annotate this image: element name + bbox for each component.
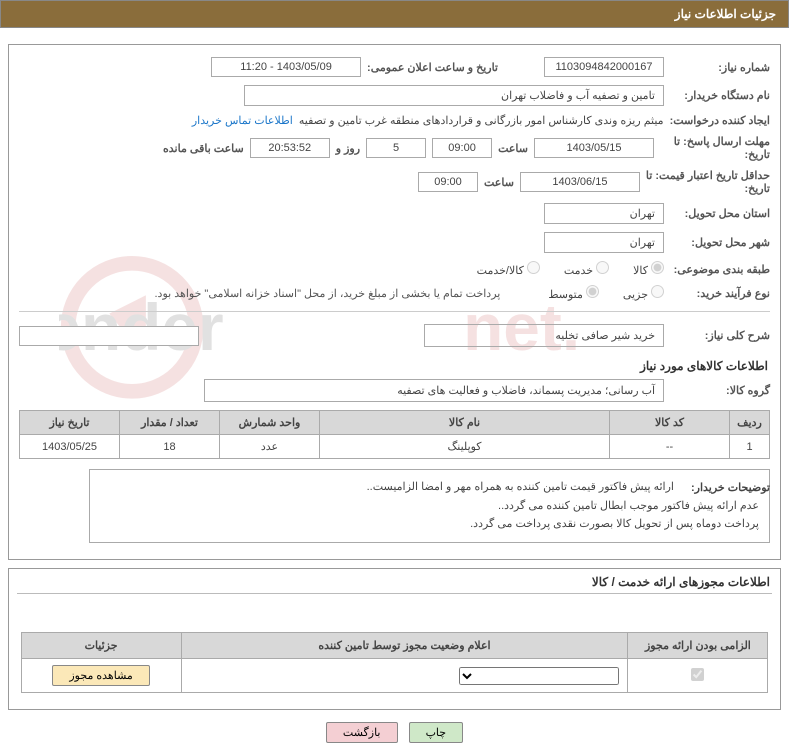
grid-header-row: ردیف کد کالا نام کالا واحد شمارش تعداد /… (20, 411, 770, 435)
page-title: جزئیات اطلاعات نیاز (675, 7, 776, 21)
row-requester: ایجاد کننده درخواست: میثم ریزه وندی کارش… (19, 114, 770, 127)
perm-mandatory-cell (628, 659, 768, 693)
permissions-table: الزامی بودن ارائه مجوز اعلام وضعیت مجوز … (21, 632, 769, 693)
classification-label: طبقه بندی موضوعی: (670, 263, 770, 276)
buyer-desc-line: پرداخت دوماه پس از تحویل کالا بصورت نقدی… (100, 515, 759, 534)
announce-datetime-label: تاریخ و ساعت اعلان عمومی: (367, 61, 498, 74)
col-unit: واحد شمارش (220, 411, 320, 435)
grid-row: 1 -- کوپلینگ عدد 18 1403/05/25 (20, 435, 770, 459)
radio-minor-input[interactable] (651, 285, 664, 298)
cell-unit: عدد (220, 435, 320, 459)
city-label: شهر محل تحویل: (670, 236, 770, 249)
validity-date-value: 1403/06/15 (520, 172, 640, 192)
city-value: تهران (544, 232, 664, 253)
cell-qty: 18 (120, 435, 220, 459)
requester-label: ایجاد کننده درخواست: (670, 114, 770, 127)
radio-minor[interactable]: جزیی (623, 285, 664, 301)
print-button[interactable]: چاپ (409, 722, 464, 743)
radio-medium-input[interactable] (586, 285, 599, 298)
perm-col-details: جزئیات (21, 633, 181, 659)
row-summary: شرح کلی نیاز: خرید شیر صافی تخلیه (19, 324, 770, 347)
row-province: استان محل تحویل: تهران (19, 203, 770, 224)
cell-code: -- (610, 435, 730, 459)
goods-group-text: آب رسانی؛ مدیریت پسماند، فاضلاب و فعالیت… (204, 379, 664, 402)
radio-kala[interactable]: کالا (633, 261, 664, 277)
announce-datetime-value: 1403/05/09 - 11:20 (211, 57, 361, 77)
summary-extra-box (19, 326, 199, 346)
buyer-contact-link[interactable]: اطلاعات تماس خریدار (192, 114, 293, 127)
page-header: جزئیات اطلاعات نیاز (0, 0, 789, 28)
goods-group-label: گروه کالا: (670, 384, 770, 397)
col-date: تاریخ نیاز (20, 411, 120, 435)
summary-text: خرید شیر صافی تخلیه (424, 324, 664, 347)
validity-label: حداقل تاریخ اعتبار قیمت: تا تاریخ: (646, 169, 770, 195)
time-label-1: ساعت (498, 142, 528, 155)
col-qty: تعداد / مقدار (120, 411, 220, 435)
cell-date: 1403/05/25 (20, 435, 120, 459)
perm-status-cell (181, 659, 628, 693)
status-select[interactable] (459, 667, 619, 685)
radio-kala-input[interactable] (651, 261, 664, 274)
row-goods-group: گروه کالا: آب رسانی؛ مدیریت پسماند، فاضل… (19, 379, 770, 402)
perm-col-status: اعلام وضعیت مجوز توسط تامین کننده (181, 633, 628, 659)
details-panel: AriaTender .net شماره نیاز: 110309484200… (8, 44, 781, 560)
row-validity: حداقل تاریخ اعتبار قیمت: تا تاریخ: 1403/… (19, 169, 770, 195)
buyer-desc-label: توضیحات خریدار: (680, 481, 770, 494)
perm-header-row: الزامی بودن ارائه مجوز اعلام وضعیت مجوز … (21, 633, 768, 659)
perm-col-mandatory: الزامی بودن ارائه مجوز (628, 633, 768, 659)
col-row: ردیف (730, 411, 770, 435)
province-label: استان محل تحویل: (670, 207, 770, 220)
requester-value: میثم ریزه وندی کارشناس امور بازرگانی و ق… (299, 114, 664, 127)
permissions-title: اطلاعات مجوزهای ارائه خدمت / کالا (9, 569, 780, 591)
cell-item: کوپلینگ (320, 435, 610, 459)
radio-both[interactable]: کالا/خدمت (477, 261, 540, 277)
permissions-panel: اطلاعات مجوزهای ارائه خدمت / کالا الزامی… (8, 568, 781, 710)
row-purchase-type: نوع فرآیند خرید: جزیی متوسط پرداخت تمام … (19, 285, 770, 301)
view-permit-button[interactable]: مشاهده مجوز (52, 665, 149, 686)
radio-medium[interactable]: متوسط (548, 285, 599, 301)
purchase-type-label: نوع فرآیند خرید: (670, 287, 770, 300)
buyer-org-value: تامین و تصفیه آب و فاضلاب تهران (244, 85, 664, 106)
col-name: نام کالا (320, 411, 610, 435)
province-value: تهران (544, 203, 664, 224)
row-need-number: شماره نیاز: 1103094842000167 تاریخ و ساع… (19, 57, 770, 77)
buyer-org-label: نام دستگاه خریدار: (670, 89, 770, 102)
row-buyer-org: نام دستگاه خریدار: تامین و تصفیه آب و فا… (19, 85, 770, 106)
summary-label: شرح کلی نیاز: (670, 329, 770, 342)
time-label-2: ساعت (484, 176, 514, 189)
footer-actions: چاپ بازگشت (0, 722, 789, 743)
reply-date-value: 1403/05/15 (534, 138, 654, 158)
row-city: شهر محل تحویل: تهران (19, 232, 770, 253)
radio-both-input[interactable] (527, 261, 540, 274)
need-number-label: شماره نیاز: (670, 61, 770, 74)
need-number-value: 1103094842000167 (544, 57, 664, 77)
buyer-desc-box: ارائه پیش فاکتور قیمت تامین کننده به همر… (89, 469, 770, 543)
radio-service-input[interactable] (596, 261, 609, 274)
cell-row: 1 (730, 435, 770, 459)
perm-details-cell: مشاهده مجوز (21, 659, 181, 693)
buyer-desc-line: عدم ارائه پیش فاکتور موجب ابطال تامین کن… (100, 497, 759, 516)
radio-service[interactable]: خدمت (564, 261, 609, 277)
remaining-time-value: 20:53:52 (250, 138, 330, 158)
remaining-label: ساعت باقی مانده (163, 142, 244, 155)
treasury-note: پرداخت تمام یا بخشی از مبلغ خرید، از محل… (155, 287, 501, 300)
row-classification: طبقه بندی موضوعی: کالا خدمت کالا/خدمت (19, 261, 770, 277)
days-and-label: روز و (336, 142, 360, 155)
goods-grid: ردیف کد کالا نام کالا واحد شمارش تعداد /… (19, 410, 770, 459)
validity-time-value: 09:00 (418, 172, 478, 192)
perm-row: مشاهده مجوز (21, 659, 768, 693)
col-code: کد کالا (610, 411, 730, 435)
reply-deadline-label: مهلت ارسال پاسخ: تا تاریخ: (660, 135, 770, 161)
row-reply-deadline: مهلت ارسال پاسخ: تا تاریخ: 1403/05/15 سا… (19, 135, 770, 161)
back-button[interactable]: بازگشت (326, 722, 398, 743)
buyer-desc-line: ارائه پیش فاکتور قیمت تامین کننده به همر… (100, 478, 759, 497)
days-count-value: 5 (366, 138, 426, 158)
mandatory-checkbox[interactable] (691, 668, 704, 681)
goods-section-title: اطلاعات کالاهای مورد نیاز (21, 359, 768, 373)
reply-time-value: 09:00 (432, 138, 492, 158)
